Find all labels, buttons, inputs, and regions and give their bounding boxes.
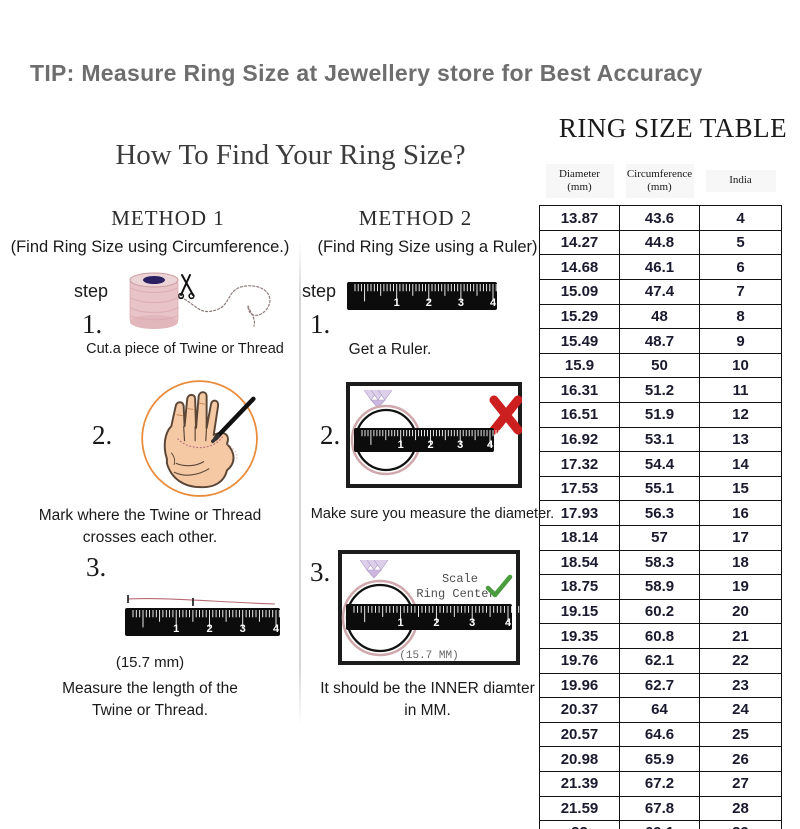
svg-text:1: 1 bbox=[173, 623, 179, 635]
svg-text:4: 4 bbox=[490, 297, 497, 309]
svg-text:Ring Center: Ring Center bbox=[416, 587, 495, 601]
svg-text:2: 2 bbox=[206, 623, 212, 635]
svg-text:3: 3 bbox=[240, 623, 246, 635]
svg-text:4: 4 bbox=[273, 623, 280, 635]
svg-text:2: 2 bbox=[426, 297, 432, 309]
svg-text:2: 2 bbox=[427, 439, 433, 451]
svg-text:1: 1 bbox=[398, 617, 404, 629]
svg-text:1: 1 bbox=[394, 297, 400, 309]
svg-text:3: 3 bbox=[469, 617, 475, 629]
svg-text:3: 3 bbox=[457, 439, 463, 451]
svg-text:4: 4 bbox=[505, 617, 512, 629]
svg-text:Scale: Scale bbox=[442, 572, 478, 586]
svg-text:(15.7 MM): (15.7 MM) bbox=[399, 650, 458, 662]
svg-text:4: 4 bbox=[487, 439, 494, 451]
svg-text:3: 3 bbox=[458, 297, 464, 309]
svg-text:2: 2 bbox=[433, 617, 439, 629]
svg-text:1: 1 bbox=[398, 439, 404, 451]
